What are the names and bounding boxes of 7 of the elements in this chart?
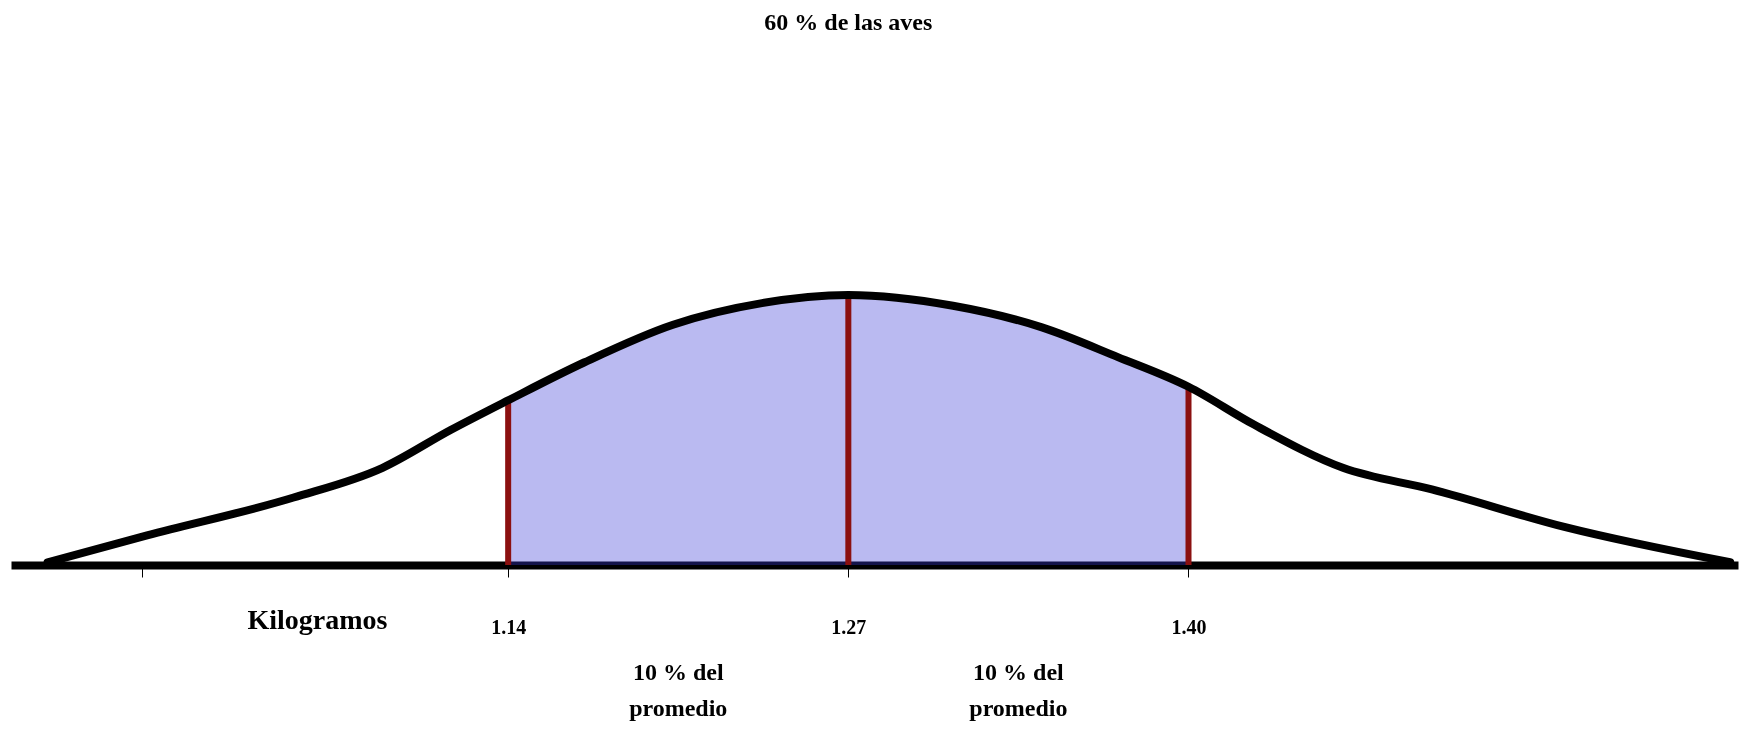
text: 10 % del promedio bbox=[969, 659, 1068, 721]
text: 60 % de las aves bbox=[764, 9, 933, 35]
x-tick-label: 1.40 bbox=[1171, 615, 1207, 638]
x-axis-title: Kilogramos bbox=[247, 603, 388, 635]
x-tick-label: 1.14 bbox=[491, 615, 527, 638]
text: 10 % del promedio bbox=[629, 659, 728, 721]
x-tick-label: 1.27 bbox=[831, 615, 867, 638]
